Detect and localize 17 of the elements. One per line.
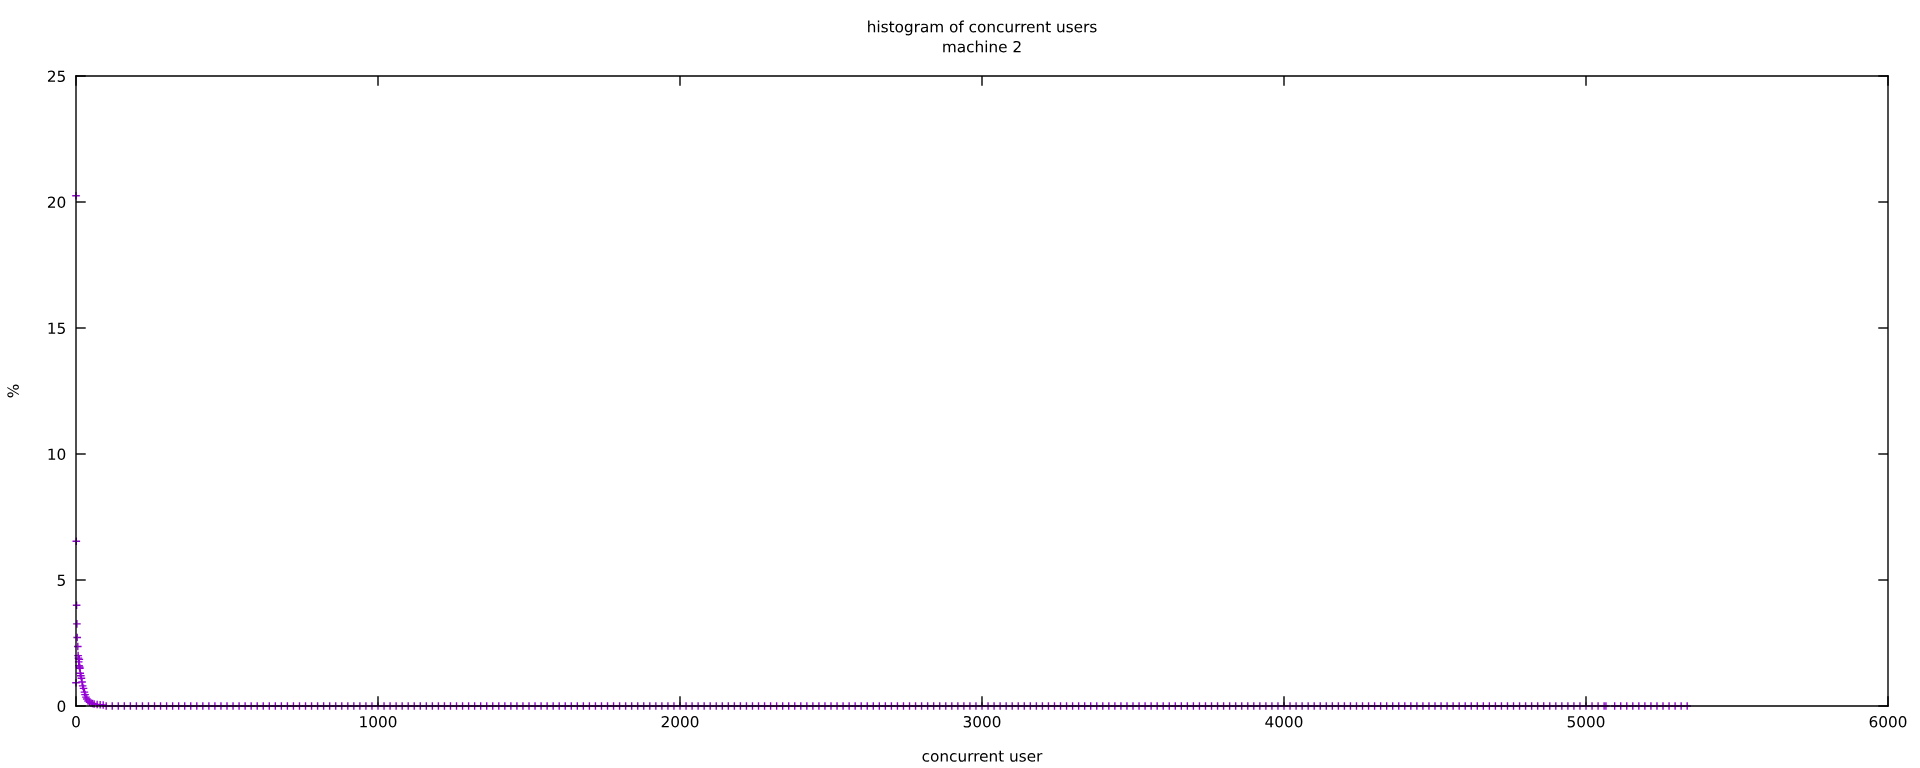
x-axis-title: concurrent user bbox=[922, 750, 1043, 762]
y-tick-label: 10 bbox=[48, 448, 66, 461]
y-tick-label: 5 bbox=[57, 574, 65, 587]
y-axis-title: % bbox=[7, 384, 19, 398]
x-tick-label: 5000 bbox=[1567, 715, 1605, 728]
chart-subtitle: machine 2 bbox=[943, 40, 1021, 53]
x-tick-label: 1000 bbox=[360, 715, 397, 728]
x-tick-label: 6000 bbox=[1869, 715, 1907, 728]
chart-title: histogram of concurrent users bbox=[868, 20, 1097, 36]
x-tick-label: 0 bbox=[72, 715, 80, 728]
x-tick-label: 2000 bbox=[661, 715, 699, 728]
x-tick-label: 3000 bbox=[963, 715, 1001, 728]
y-tick-label: 20 bbox=[47, 196, 66, 209]
x-tick-label: 4000 bbox=[1265, 715, 1303, 728]
y-tick-label: 25 bbox=[47, 70, 65, 83]
y-tick-label: 0 bbox=[57, 700, 66, 713]
y-tick-label: 15 bbox=[48, 322, 65, 335]
